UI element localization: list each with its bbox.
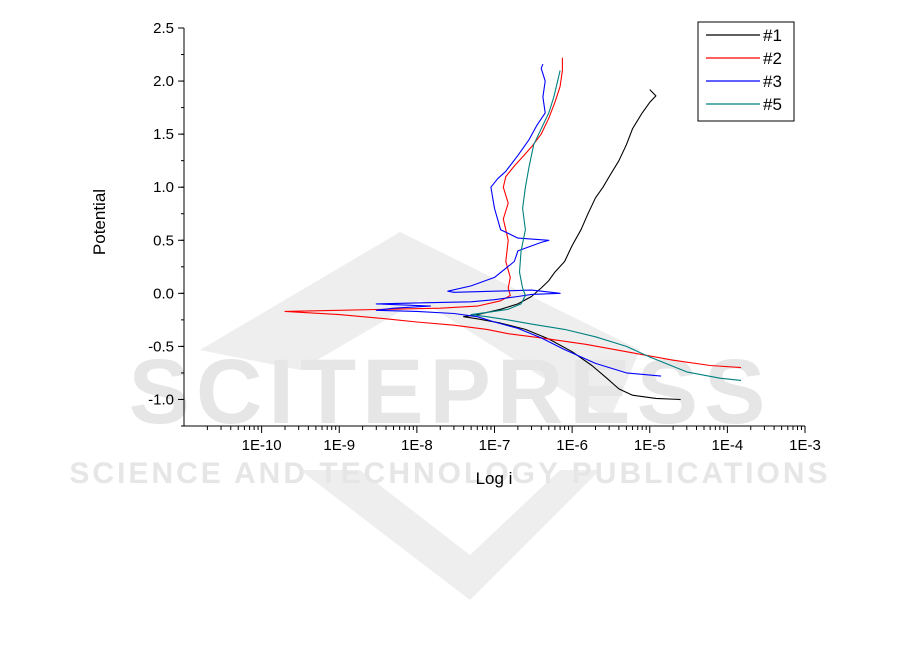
x-ticks: 1E-10 1E-9 1E-8 1E-7 1E-6 1E-5 1E-4 1E-3 <box>206 426 821 454</box>
y-tick-label: 1.0 <box>153 179 174 196</box>
legend: #1 #2 #3 #5 <box>697 21 795 122</box>
y-tick-label: -1.0 <box>148 391 174 408</box>
y-tick-label: 1.5 <box>153 126 174 143</box>
series-line-1 <box>463 89 681 401</box>
x-tick-label: 1E-8 <box>401 437 433 454</box>
legend-label: #5 <box>763 95 782 114</box>
y-axis-title: Potential <box>90 189 109 255</box>
x-tick-label: 1E-4 <box>712 437 744 454</box>
x-tick-label: 1E-3 <box>789 437 821 454</box>
x-tick-label: 1E-10 <box>242 437 282 454</box>
series-group <box>284 57 742 401</box>
watermark-subtitle: SCIENCE AND TECHNOLOGY PUBLICATIONS <box>69 457 830 490</box>
x-axis-title: Log i <box>476 469 513 488</box>
y-tick-label: 2.5 <box>153 20 174 37</box>
y-tick-label: 2.0 <box>153 73 174 90</box>
y-tick-label: 0.0 <box>153 285 174 302</box>
x-tick-label: 1E-7 <box>479 437 511 454</box>
x-tick-label: 1E-5 <box>634 437 666 454</box>
x-tick-label: 1E-9 <box>323 437 355 454</box>
y-ticks: -1.0 -0.5 0.0 0.5 1.0 1.5 2.0 2.5 <box>148 20 184 427</box>
series-line-4 <box>470 70 742 381</box>
legend-label: #1 <box>763 26 782 45</box>
x-tick-label: 1E-6 <box>556 437 588 454</box>
series-line-3 <box>375 63 662 377</box>
watermark-title: SCITEPRESS <box>129 341 772 443</box>
legend-label: #2 <box>763 49 782 68</box>
y-tick-label: -0.5 <box>148 338 174 355</box>
legend-label: #3 <box>763 72 782 91</box>
y-tick-label: 0.5 <box>153 232 174 249</box>
